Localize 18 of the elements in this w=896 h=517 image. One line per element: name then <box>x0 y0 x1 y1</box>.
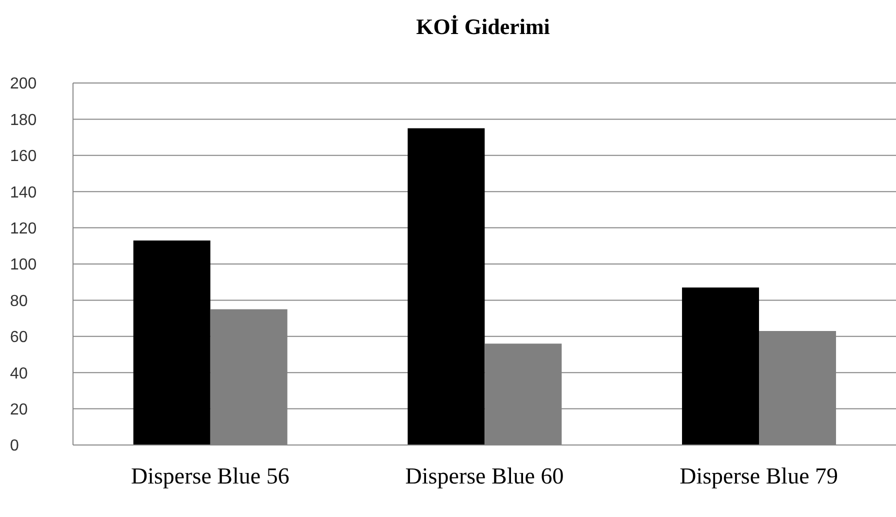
y-tick-label: 60 <box>10 329 28 346</box>
y-tick-label: 0 <box>10 438 19 455</box>
y-tick-label: 80 <box>10 292 28 310</box>
bar <box>133 240 210 445</box>
chart-title: KOİ Giderimi <box>415 14 551 40</box>
y-tick-label: 120 <box>10 220 37 238</box>
y-tick-label: 20 <box>10 401 28 418</box>
y-tick-label: 40 <box>10 365 28 382</box>
x-tick-label: Disperse Blue 79 <box>680 463 838 488</box>
x-tick-label: Disperse Blue 56 <box>130 463 290 488</box>
y-tick-label: 180 <box>10 112 37 129</box>
y-tick-label: 100 <box>10 256 37 274</box>
y-tick-label: 160 <box>10 148 37 166</box>
bar <box>682 288 760 445</box>
bar <box>408 128 485 445</box>
y-tick-label: 200 <box>10 76 37 93</box>
x-tick-label: Disperse Blue 60 <box>405 463 564 488</box>
y-tick-label: 140 <box>10 184 37 202</box>
